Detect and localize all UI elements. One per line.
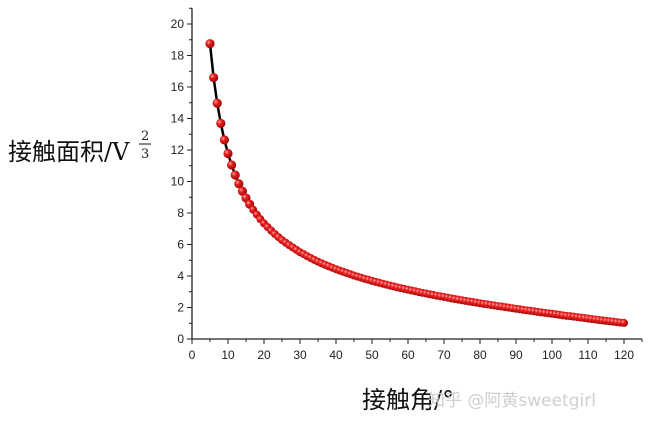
x-tick-label: 110 <box>578 348 597 362</box>
y-tick-label: 20 <box>171 17 185 31</box>
data-point <box>219 135 229 145</box>
data-point <box>620 318 628 327</box>
x-tick-label: 60 <box>401 348 415 362</box>
x-tick-label: 20 <box>257 348 271 362</box>
data-point <box>237 186 247 196</box>
y-tick-label: 18 <box>171 49 185 63</box>
x-tick-label: 80 <box>473 348 487 362</box>
y-tick-label: 2 <box>177 301 184 315</box>
y-axis-title: 接触面积/V <box>8 138 130 166</box>
data-point <box>223 148 233 159</box>
y-tick-label: 0 <box>177 332 184 346</box>
axes: 0 10 20 30 40 50 60 70 80 90 100 110 120 0 2 4 6 8 10 12 14 1… <box>171 7 643 362</box>
series-points <box>205 39 628 327</box>
y-tick-label: 8 <box>177 206 184 220</box>
y-tick-label: 12 <box>171 143 185 157</box>
y-tick-label: 6 <box>177 238 184 252</box>
x-tick-label: 0 <box>189 348 196 362</box>
data-point <box>234 179 244 189</box>
x-tick-label: 120 <box>614 348 634 362</box>
watermark: 知乎 @阿黄sweetgirl <box>428 391 596 411</box>
x-tick-label: 90 <box>509 348 523 362</box>
series-line <box>208 43 625 325</box>
y-axis-title-exponent-numerator: 2 <box>141 129 149 144</box>
data-point <box>230 170 240 180</box>
y-tick-label: 16 <box>171 80 185 94</box>
data-point <box>212 98 222 108</box>
data-point <box>205 39 215 49</box>
x-tick-label: 70 <box>437 348 451 362</box>
y-tick-label: 14 <box>171 112 185 126</box>
y-tick-label: 10 <box>171 175 185 189</box>
x-tick-label: 10 <box>221 348 235 362</box>
x-tick-label: 30 <box>293 348 307 362</box>
data-point <box>227 160 237 170</box>
x-tick-label: 100 <box>542 348 562 362</box>
y-axis-title-exponent-denominator: 3 <box>141 147 149 162</box>
x-axis-title: 接触角/° <box>362 386 454 414</box>
x-tick-label: 40 <box>329 348 343 362</box>
data-point <box>209 72 219 83</box>
y-tick-label: 4 <box>177 269 184 283</box>
data-point <box>216 118 226 128</box>
x-tick-label: 50 <box>365 348 379 362</box>
